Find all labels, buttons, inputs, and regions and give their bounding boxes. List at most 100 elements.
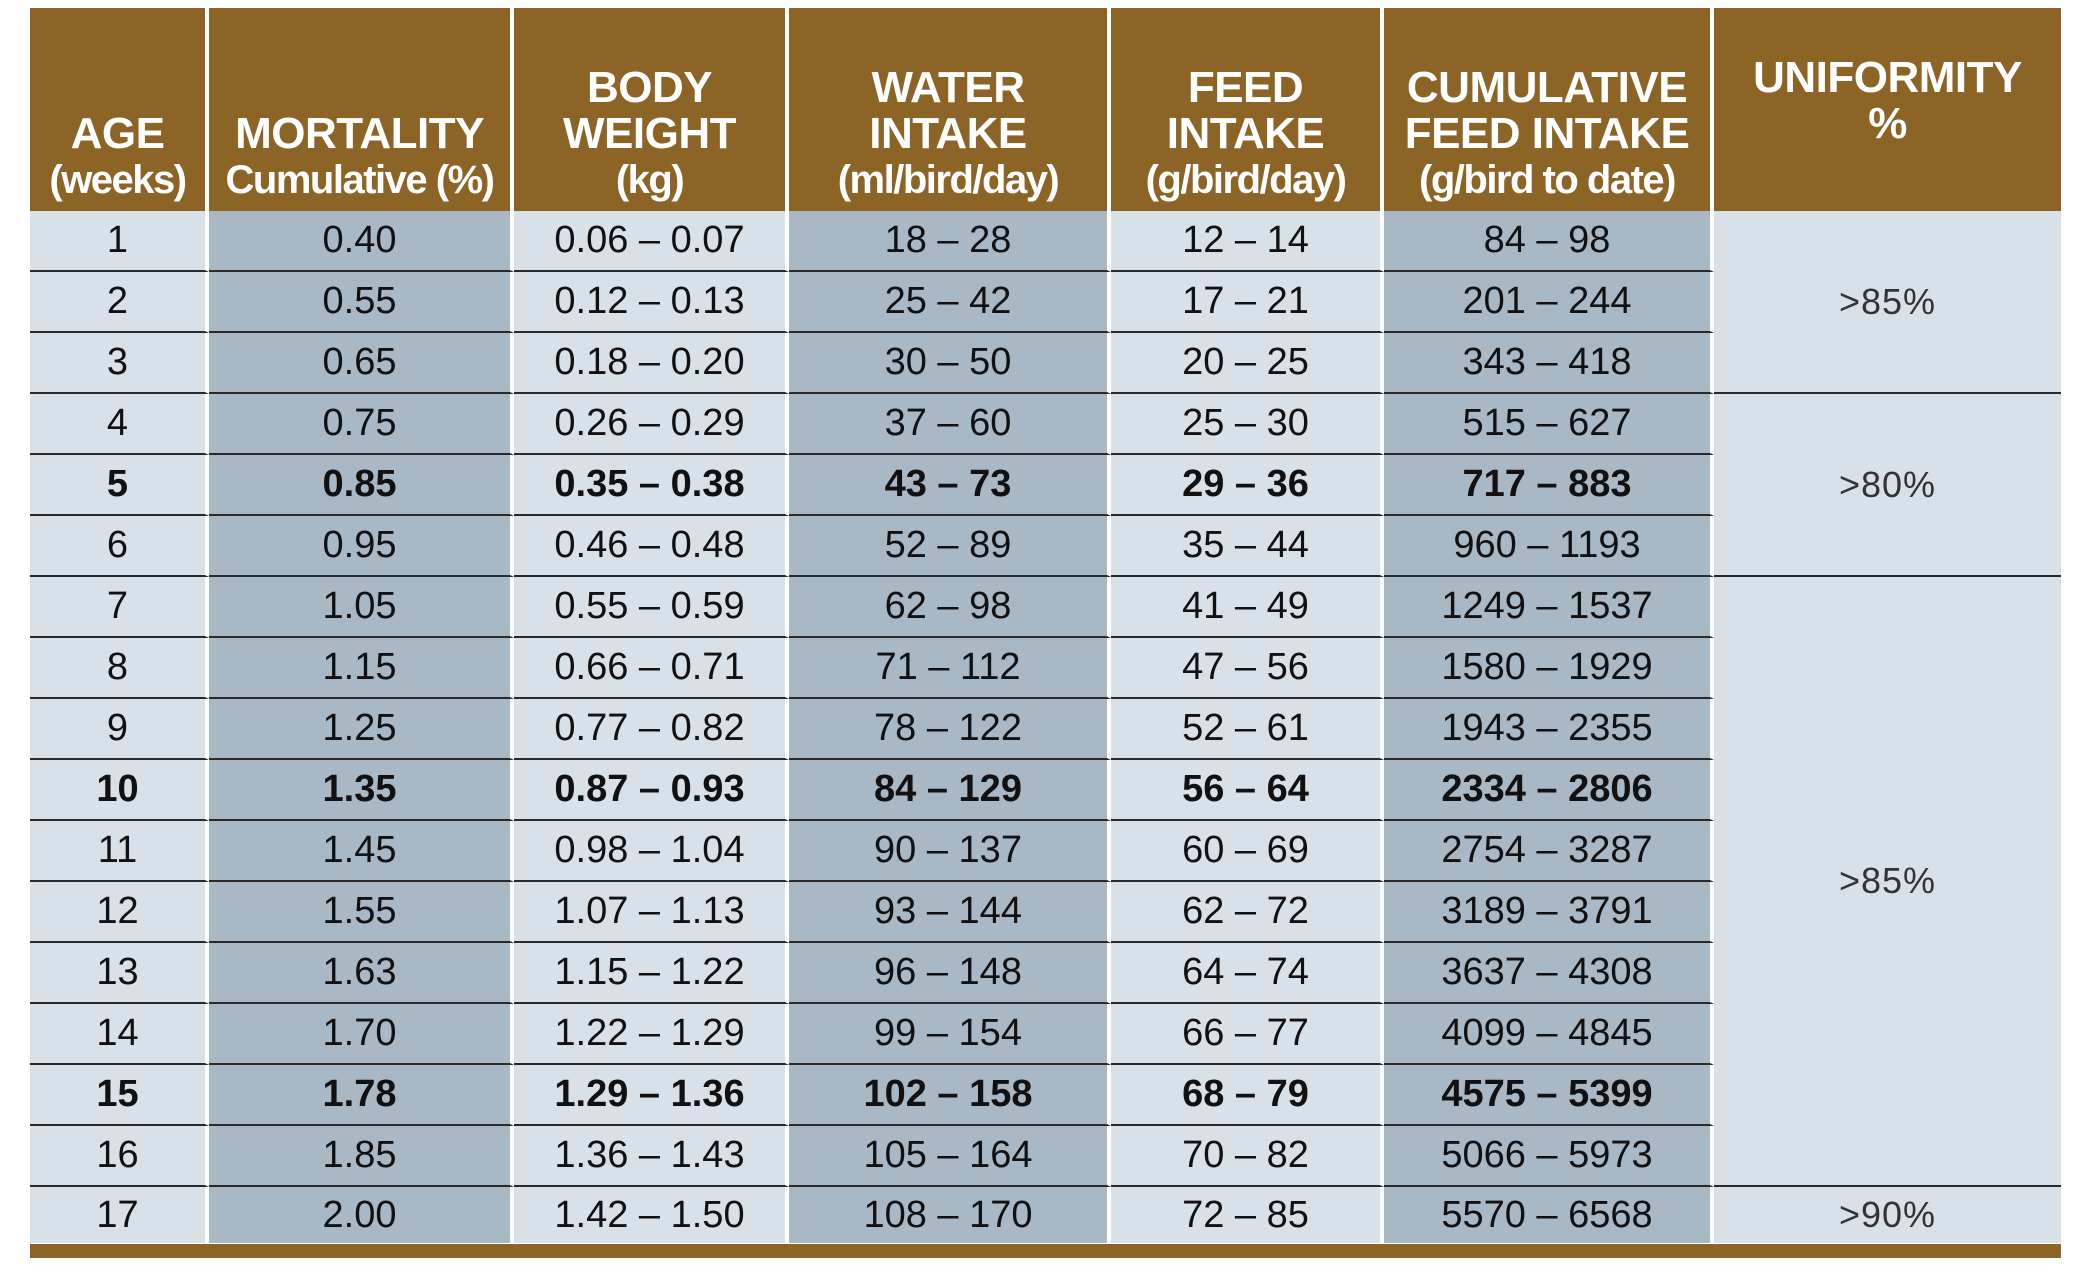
header-row: AGE (weeks) MORTALITY Cumulative (%) BOD… [30,8,2061,211]
cell-cumulative-feed-intake: 5066 – 5973 [1384,1126,1714,1187]
header-water-intake-unit: (ml/bird/day) [837,158,1060,202]
cell-cumulative-feed-intake: 717 – 883 [1384,455,1714,516]
cell-feed-intake: 47 – 56 [1111,638,1384,699]
header-uniformity: UNIFORMITY % [1714,8,2061,211]
cell-water-intake: 30 – 50 [789,333,1111,394]
header-mortality: MORTALITY Cumulative (%) [209,8,514,211]
cell-age: 3 [30,333,209,394]
cell-mortality: 0.95 [209,516,514,577]
cell-age: 4 [30,394,209,455]
header-age-unit: (weeks) [49,158,187,202]
cell-feed-intake: 70 – 82 [1111,1126,1384,1187]
cell-cumulative-feed-intake: 2754 – 3287 [1384,821,1714,882]
cell-feed-intake: 66 – 77 [1111,1004,1384,1065]
header-uniformity-unit: % [1868,98,1907,148]
cell-water-intake: 84 – 129 [789,760,1111,821]
cell-cumulative-feed-intake: 515 – 627 [1384,394,1714,455]
cell-feed-intake: 17 – 21 [1111,272,1384,333]
cell-mortality: 1.63 [209,943,514,1004]
table-row: 2 0.55 0.12 – 0.13 25 – 42 17 – 21 201 – 244 [30,272,2061,333]
cell-age: 8 [30,638,209,699]
cell-body-weight: 0.55 – 0.59 [514,577,789,638]
cell-body-weight: 0.46 – 0.48 [514,516,789,577]
header-water-intake-title: WATER INTAKE [869,63,1027,158]
cell-cumulative-feed-intake: 960 – 1193 [1384,516,1714,577]
cell-age: 16 [30,1126,209,1187]
cell-age: 15 [30,1065,209,1126]
cell-water-intake: 99 – 154 [789,1004,1111,1065]
cell-mortality: 1.78 [209,1065,514,1126]
cell-body-weight: 0.18 – 0.20 [514,333,789,394]
cell-cumulative-feed-intake: 1580 – 1929 [1384,638,1714,699]
cell-age: 14 [30,1004,209,1065]
cell-feed-intake: 64 – 74 [1111,943,1384,1004]
table-row: 4 0.75 0.26 – 0.29 37 – 60 25 – 30 515 – 627 >… [30,394,2061,577]
header-age-title: AGE [70,109,165,158]
table-row: 5 0.85 0.35 – 0.38 43 – 73 29 – 36 717 – 883 [30,455,2061,516]
cell-water-intake: 52 – 89 [789,516,1111,577]
cell-age: 12 [30,882,209,943]
table-row: 8 1.15 0.66 – 0.71 71 – 112 47 – 56 1580 – 19… [30,638,2061,699]
cell-body-weight: 1.42 – 1.50 [514,1187,789,1243]
table-row: 6 0.95 0.46 – 0.48 52 – 89 35 – 44 960 – 1193 [30,516,2061,577]
cell-cumulative-feed-intake: 2334 – 2806 [1384,760,1714,821]
cell-age: 13 [30,943,209,1004]
header-body-weight: BODY WEIGHT (kg) [514,8,789,211]
header-cumulative-feed-intake-unit: (g/bird to date) [1419,158,1676,202]
cell-age: 9 [30,699,209,760]
cell-cumulative-feed-intake: 4575 – 5399 [1384,1065,1714,1126]
cell-age: 5 [30,455,209,516]
cell-body-weight: 0.35 – 0.38 [514,455,789,516]
cell-mortality: 1.70 [209,1004,514,1065]
cell-age: 6 [30,516,209,577]
cell-feed-intake: 41 – 49 [1111,577,1384,638]
cell-body-weight: 0.26 – 0.29 [514,394,789,455]
cell-body-weight: 0.87 – 0.93 [514,760,789,821]
cell-cumulative-feed-intake: 84 – 98 [1384,211,1714,272]
cell-feed-intake: 35 – 44 [1111,516,1384,577]
header-cumulative-feed-intake: CUMULATIVE FEED INTAKE (g/bird to date) [1384,8,1714,211]
header-cumulative-feed-intake-title: CUMULATIVE FEED INTAKE [1404,63,1690,158]
cell-age: 1 [30,211,209,272]
cell-cumulative-feed-intake: 201 – 244 [1384,272,1714,333]
growth-performance-table: AGE (weeks) MORTALITY Cumulative (%) BOD… [30,8,2061,1243]
cell-feed-intake: 12 – 14 [1111,211,1384,272]
cell-mortality: 0.75 [209,394,514,455]
cell-mortality: 1.35 [209,760,514,821]
cell-body-weight: 1.22 – 1.29 [514,1004,789,1065]
cell-age: 17 [30,1187,209,1243]
header-mortality-title: MORTALITY [235,109,484,158]
cell-cumulative-feed-intake: 1249 – 1537 [1384,577,1714,638]
cell-water-intake: 93 – 144 [789,882,1111,943]
cell-feed-intake: 68 – 79 [1111,1065,1384,1126]
cell-water-intake: 108 – 170 [789,1187,1111,1243]
cell-age: 11 [30,821,209,882]
cell-cumulative-feed-intake: 3189 – 3791 [1384,882,1714,943]
cell-mortality: 0.85 [209,455,514,516]
cell-body-weight: 0.12 – 0.13 [514,272,789,333]
cell-water-intake: 90 – 137 [789,821,1111,882]
cell-feed-intake: 60 – 69 [1111,821,1384,882]
table-row: 10 1.35 0.87 – 0.93 84 – 129 56 – 64 2334 – 2… [30,760,2061,821]
table-body: 1 0.40 0.06 – 0.07 18 – 28 12 – 14 84 – 98 >85… [30,211,2061,1243]
cell-water-intake: 71 – 112 [789,638,1111,699]
header-age: AGE (weeks) [30,8,209,211]
cell-water-intake: 43 – 73 [789,455,1111,516]
table-row: 16 1.85 1.36 – 1.43 105 – 164 70 – 82 5066 – … [30,1126,2061,1187]
cell-mortality: 1.05 [209,577,514,638]
cell-uniformity: >85% [1714,211,2061,394]
table-row: 13 1.63 1.15 – 1.22 96 – 148 64 – 74 3637 – 4… [30,943,2061,1004]
cell-body-weight: 1.07 – 1.13 [514,882,789,943]
cell-mortality: 0.65 [209,333,514,394]
header-body-weight-title: BODY WEIGHT [563,63,736,158]
header-water-intake: WATER INTAKE (ml/bird/day) [789,8,1111,211]
cell-mortality: 1.45 [209,821,514,882]
cell-cumulative-feed-intake: 1943 – 2355 [1384,699,1714,760]
cell-age: 10 [30,760,209,821]
cell-body-weight: 1.36 – 1.43 [514,1126,789,1187]
cell-cumulative-feed-intake: 4099 – 4845 [1384,1004,1714,1065]
table-row: 9 1.25 0.77 – 0.82 78 – 122 52 – 61 1943 – 23… [30,699,2061,760]
cell-mortality: 1.55 [209,882,514,943]
table-row: 1 0.40 0.06 – 0.07 18 – 28 12 – 14 84 – 98 >85… [30,211,2061,394]
cell-body-weight: 1.29 – 1.36 [514,1065,789,1126]
